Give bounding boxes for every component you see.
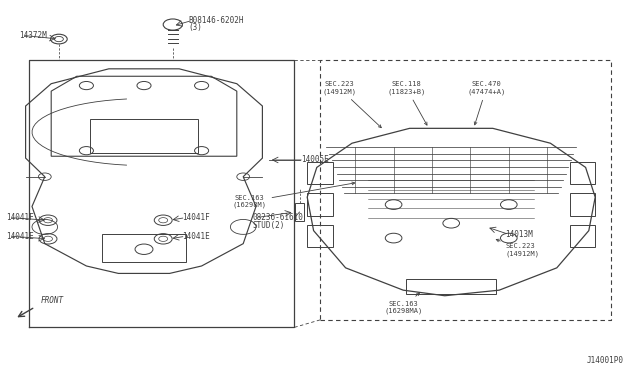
Text: SEC.118
(11823+B): SEC.118 (11823+B) [387,81,427,125]
Text: 14372M: 14372M [19,31,47,40]
Text: SEC.163
(16298MA): SEC.163 (16298MA) [384,293,422,314]
Text: 08236-61610: 08236-61610 [253,213,303,222]
Text: 14041F: 14041F [182,213,210,222]
Text: 14041E: 14041E [6,232,34,241]
Text: J14001P0: J14001P0 [587,356,624,365]
Text: 14013M: 14013M [506,230,533,239]
Text: (3): (3) [189,23,203,32]
Text: STUD(2): STUD(2) [253,221,285,230]
Text: B08146-6202H: B08146-6202H [189,16,244,25]
Text: 14041F: 14041F [6,213,34,222]
Text: SEC.223
(14912M): SEC.223 (14912M) [496,239,540,257]
Text: SEC.223
(14912M): SEC.223 (14912M) [322,81,381,128]
Text: 14005E: 14005E [301,155,328,164]
Text: SEC.163
(16298M): SEC.163 (16298M) [232,182,355,208]
Bar [295,203,304,221]
Text: FRONT: FRONT [40,296,63,305]
Text: SEC.470
(47474+A): SEC.470 (47474+A) [467,81,506,125]
Text: 14041E: 14041E [182,232,210,241]
